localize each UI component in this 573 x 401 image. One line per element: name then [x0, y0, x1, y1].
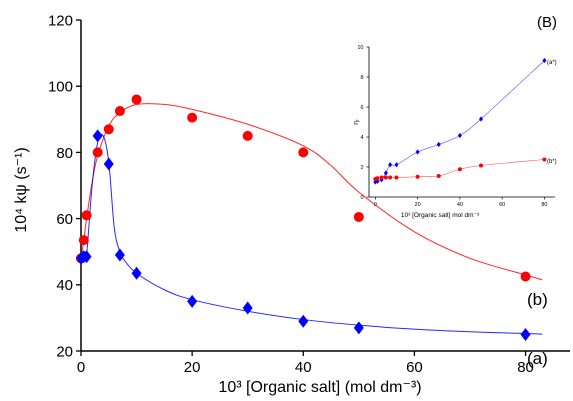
inset-chart: 0 20 40 60 80 0 2 4 6 8 10 (a*) (b*) 10³ [Organic …	[353, 45, 557, 219]
data-point-a	[353, 321, 364, 335]
data-point-b	[520, 271, 531, 282]
y-axis-label: 10⁴ kψ (s⁻¹)	[13, 147, 30, 232]
data-point-a	[92, 129, 103, 143]
y-tick-label: 10	[357, 45, 363, 51]
data-point-b	[353, 211, 364, 222]
data-point-a	[298, 314, 309, 328]
data-point-a	[542, 57, 547, 64]
y-tick-label: 60	[56, 211, 73, 228]
data-point-b	[187, 112, 198, 123]
y-tick-label: 120	[48, 12, 73, 29]
data-point-b	[415, 174, 420, 179]
data-point-a	[114, 248, 125, 262]
series-label-b: (b)	[527, 290, 548, 309]
inset-series-label-a: (a*)	[547, 60, 557, 66]
x-tick-label: 0	[77, 359, 85, 376]
y-tick-label: 6	[360, 105, 363, 111]
y-tick-label: 4	[360, 135, 363, 141]
x-tick-label: 40	[295, 359, 312, 376]
data-point-b	[114, 106, 125, 117]
data-point-b	[375, 176, 380, 181]
data-point-b	[383, 175, 388, 180]
x-tick-label: 80	[541, 202, 547, 208]
data-point-b	[131, 94, 142, 105]
x-tick-label: 20	[415, 202, 421, 208]
data-point-b	[394, 175, 399, 180]
data-point-a	[457, 132, 462, 139]
y-tick-label: 40	[56, 277, 73, 294]
inset-series-label-b: (b*)	[547, 159, 557, 165]
x-tick-label: 80	[517, 359, 534, 376]
data-point-b	[242, 130, 253, 141]
x-tick-label: 20	[184, 359, 201, 376]
data-point-b	[457, 167, 462, 172]
data-point-a	[187, 294, 198, 308]
data-point-b	[81, 210, 92, 221]
data-point-a	[479, 116, 484, 122]
y-tick-label: 20	[56, 343, 73, 360]
data-point-b	[298, 147, 309, 158]
data-point-b	[388, 175, 393, 180]
series-line-b	[80, 103, 543, 281]
x-tick-label: 60	[406, 359, 423, 376]
data-point-a	[415, 149, 420, 155]
y-tick-label: 100	[48, 79, 73, 96]
inset-x-axis-label: 10³ [Organic salt] mol dm⁻³	[401, 212, 480, 219]
y-tick-label: 0	[360, 195, 363, 201]
x-axis-label: 10³ [Organic salt] (mol dm⁻³)	[218, 379, 421, 396]
series-line-a	[80, 133, 543, 335]
x-tick-label: 0	[374, 202, 377, 208]
y-tick-label: 8	[360, 75, 363, 81]
data-point-b	[542, 157, 547, 162]
y-tick-label: 80	[56, 145, 73, 162]
panel-label: (B)	[537, 14, 557, 31]
data-point-a	[394, 162, 399, 168]
data-point-a	[383, 170, 388, 176]
data-point-a	[131, 266, 142, 280]
data-point-a	[520, 327, 531, 341]
data-point-b	[78, 235, 89, 246]
inset-y-axis-label: ηᵣ	[353, 119, 360, 125]
x-tick-label: 60	[499, 202, 505, 208]
y-tick-label: 2	[360, 165, 363, 171]
data-point-b	[103, 124, 114, 135]
data-point-a	[81, 250, 92, 264]
data-point-a	[436, 141, 441, 148]
data-point-b	[379, 175, 384, 180]
series-line-a	[375, 60, 545, 183]
series-label-a: (a)	[527, 349, 548, 368]
data-point-b	[479, 163, 484, 168]
data-point-a	[242, 301, 253, 315]
data-point-a	[103, 157, 114, 171]
data-point-b	[92, 147, 103, 158]
x-tick-label: 40	[457, 202, 463, 208]
data-point-b	[436, 174, 441, 178]
data-point-a	[388, 162, 393, 168]
